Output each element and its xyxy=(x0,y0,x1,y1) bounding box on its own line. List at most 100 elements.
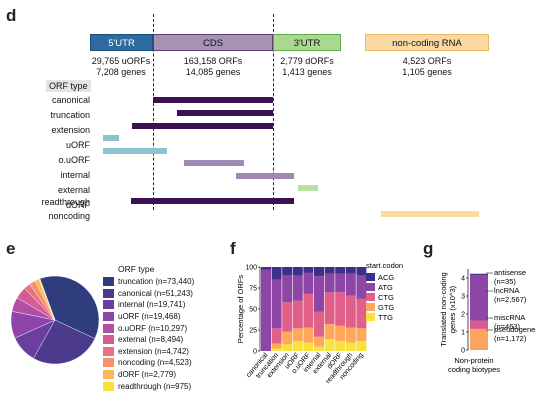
bar-segment-acg xyxy=(345,267,356,274)
orf-label-canonical: canonical xyxy=(51,95,90,105)
region-noncoding-rna: non-coding RNA xyxy=(365,34,489,51)
legend-label: TTG xyxy=(378,313,393,322)
pie-legend-item: o.uORF (n=10,297) xyxy=(103,322,223,334)
bar-segment-ctg xyxy=(345,295,356,328)
orf-bar-internal xyxy=(184,160,244,166)
pie-legend-swatch xyxy=(103,335,114,345)
y-tick-label: 75 xyxy=(249,286,257,293)
orf-bar-truncation xyxy=(177,110,273,116)
orf-type-header: ORF type xyxy=(46,80,91,92)
y-tick-label: 2 xyxy=(461,312,465,319)
orf-label-dorf: dORF xyxy=(65,200,90,210)
bar-segment-ttg xyxy=(345,342,356,351)
bar-segment-ctg xyxy=(356,298,367,329)
orf-bar-readthrough xyxy=(131,198,294,204)
panel-e-letter: e xyxy=(6,239,16,258)
bar-segment-acg xyxy=(292,267,303,276)
stat-noncoding-genes: 1,105 genes xyxy=(402,67,452,77)
orf-label-external: external xyxy=(57,185,90,195)
pie-legend-item: extension (n=4,742) xyxy=(103,346,223,358)
bar-segment-ttg xyxy=(324,339,335,351)
bar-segment-acg xyxy=(282,267,293,276)
orf-label-column: canonical truncation extension uORF o.uO… xyxy=(0,0,90,230)
bar-segment-atg xyxy=(271,279,282,329)
cds-start-dashed-line xyxy=(153,14,154,210)
y-axis-label: Percentage of ORFs xyxy=(236,275,245,344)
pie-legend-item: dORF (n=2,779) xyxy=(103,369,223,381)
bar-segment-ctg xyxy=(303,293,314,328)
bar-segment-acg xyxy=(303,267,314,273)
pie-slice-0 xyxy=(39,275,100,339)
orf-bar-canonical xyxy=(153,97,273,103)
legend-label: ATG xyxy=(378,283,393,292)
bar-segment-atg xyxy=(324,273,335,293)
stat-cds: 163,158 ORFs 14,085 genes xyxy=(163,56,263,78)
pie-legend-label: internal (n=19,741) xyxy=(118,300,186,310)
bar-segment-gtg xyxy=(335,325,346,341)
bar-segment-atg xyxy=(345,273,356,296)
bar-segment-ttg xyxy=(292,340,303,351)
pie-legend-label: readthrough (n=975) xyxy=(118,381,192,391)
bar-segment-2 xyxy=(470,274,488,321)
pie-legend-item: truncation (n=73,440) xyxy=(103,276,223,288)
y-tick-label: 4 xyxy=(461,276,465,283)
bar-segment-gtg xyxy=(303,327,314,343)
orf-label-truncation: truncation xyxy=(50,110,90,120)
bar-segment-ctg xyxy=(335,292,346,326)
legend-swatch xyxy=(366,283,375,291)
pie-legend-item: noncoding (n=4,523) xyxy=(103,357,223,369)
orf-bar-ouorf xyxy=(103,148,167,154)
bar-segment-atg xyxy=(303,272,314,294)
pie-legend-item: internal (n=19,741) xyxy=(103,299,223,311)
bar-segment-0 xyxy=(470,328,488,350)
y-tick-label: 50 xyxy=(249,307,257,314)
region-3utr: 3'UTR xyxy=(273,34,341,51)
bar-segment-ttg xyxy=(303,342,314,351)
x-axis-label: Non-protein coding biotypes xyxy=(448,356,500,374)
pie-legend-item: readthrough (n=975) xyxy=(103,380,223,392)
y-tick-label: 0 xyxy=(461,348,465,355)
bar-segment-gtg xyxy=(282,331,293,345)
legend-title: start.codon xyxy=(366,261,403,270)
stat-3utr-genes: 1,413 genes xyxy=(282,67,332,77)
bar-segment-1 xyxy=(470,320,488,329)
bar-segment-atg xyxy=(261,269,271,351)
bar-segment-gtg xyxy=(271,343,282,349)
bar-segment-gtg xyxy=(324,324,335,340)
pie-chart xyxy=(10,275,100,365)
bar-segment-ttg xyxy=(271,348,282,351)
bar-segment-acg xyxy=(335,267,346,274)
pie-legend-swatch xyxy=(103,300,114,310)
bar-segment-3 xyxy=(470,273,488,275)
segment-label: antisense (n=35) xyxy=(494,268,526,286)
pie-legend-swatch xyxy=(103,381,114,391)
stat-5utr-orfs: 29,765 uORFs xyxy=(91,56,151,66)
legend-swatch xyxy=(366,293,375,301)
legend-swatch xyxy=(366,273,375,281)
bar-segment-atg xyxy=(314,276,324,312)
orf-bar-external xyxy=(236,173,294,179)
pie-legend-swatch xyxy=(103,323,114,333)
orf-label-uorf: uORF xyxy=(65,140,90,150)
bar-segment-ttg xyxy=(335,340,346,351)
stat-noncoding: 4,523 ORFs 1,105 genes xyxy=(377,56,477,78)
y-tick-label: 25 xyxy=(249,328,257,335)
panel-g-letter: g xyxy=(423,239,434,258)
pie-slice-1 xyxy=(33,319,96,365)
bar-segment-atg xyxy=(282,275,293,303)
pie-legend-title: ORF type xyxy=(118,264,155,274)
region-5utr: 5'UTR xyxy=(90,34,153,51)
bar-segment-gtg xyxy=(345,327,356,343)
orf-label-ouorf: o.uORF xyxy=(58,155,90,165)
bar-segment-gtg xyxy=(292,328,303,341)
stat-cds-orfs: 163,158 ORFs xyxy=(183,56,243,66)
bar-segment-ctg xyxy=(324,292,335,325)
orf-bar-extension xyxy=(132,123,273,129)
bar-segment-acg xyxy=(314,267,324,277)
legend-label: ACG xyxy=(378,273,394,282)
pie-legend-label: noncoding (n=4,523) xyxy=(118,358,192,368)
segment-label: miscRNA (n=463) xyxy=(494,313,525,331)
y-tick-label: 0 xyxy=(253,349,257,356)
pie-legend-swatch xyxy=(103,358,114,368)
bar-segment-acg xyxy=(324,267,335,274)
